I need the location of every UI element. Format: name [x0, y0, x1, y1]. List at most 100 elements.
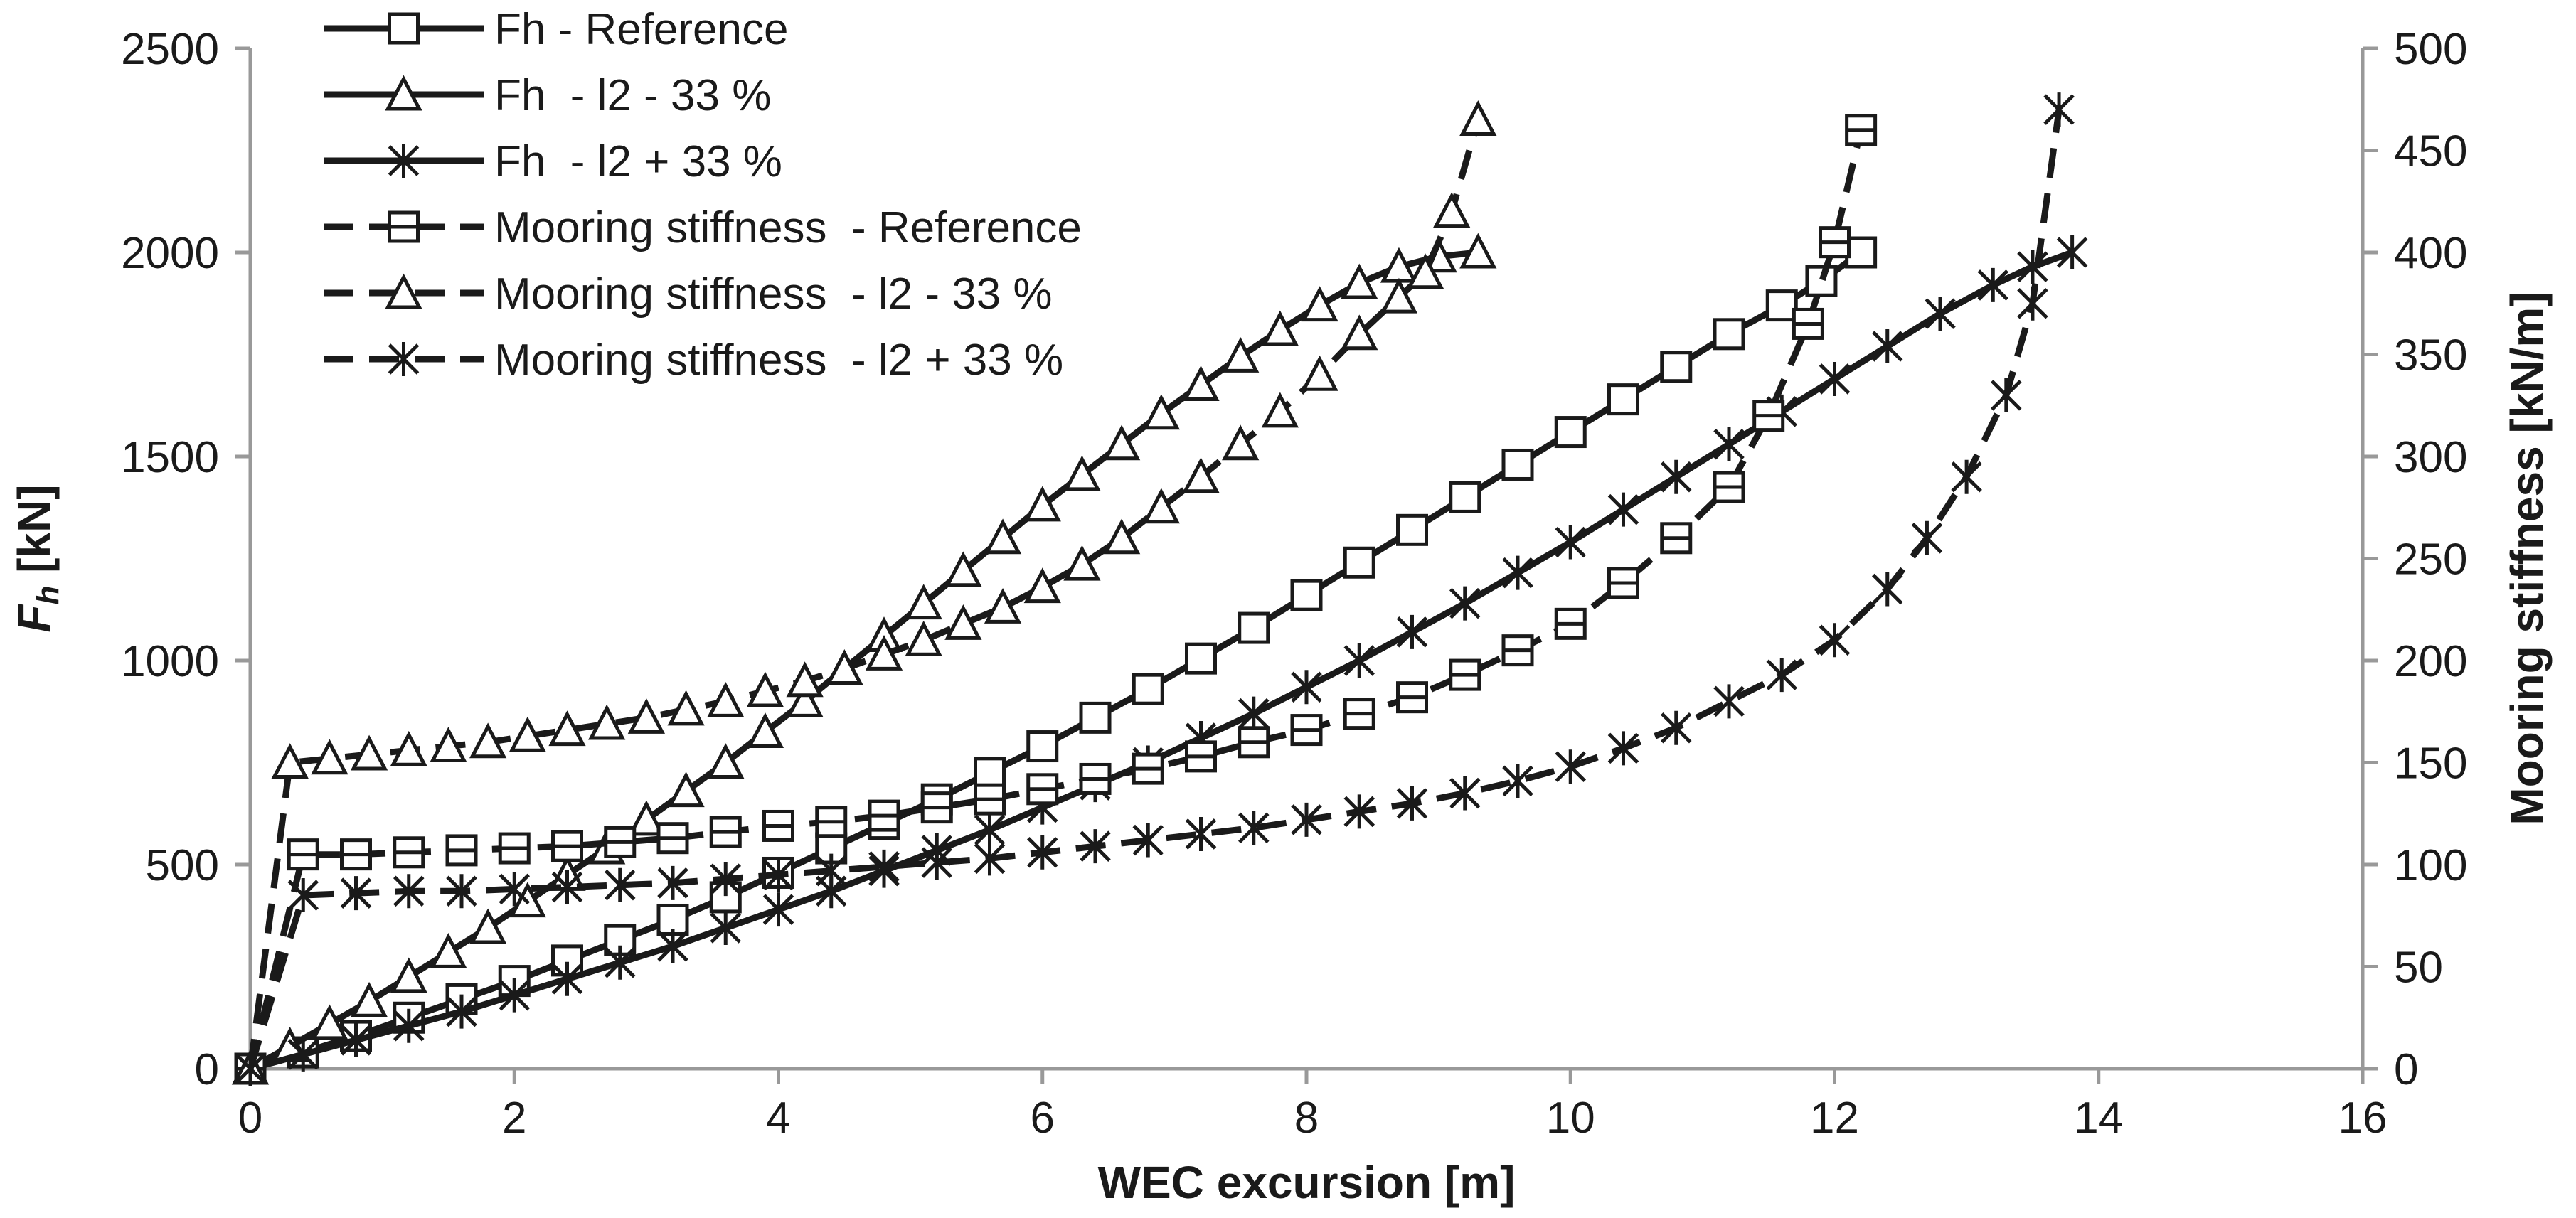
data-point	[604, 945, 636, 980]
data-point	[340, 1022, 372, 1057]
y-tick-label: 0	[195, 1045, 219, 1094]
legend-swatch-marker	[385, 75, 422, 111]
data-point	[1660, 459, 1692, 494]
data-point	[707, 743, 745, 779]
data-point	[1819, 361, 1851, 396]
data-point	[826, 649, 863, 685]
legend-swatch-marker	[388, 12, 420, 45]
data-point	[1459, 100, 1497, 136]
data-point	[1343, 794, 1375, 829]
data-point	[1063, 545, 1101, 581]
data-point	[1406, 253, 1444, 289]
data-point	[786, 682, 824, 717]
data-point	[667, 771, 705, 808]
data-point	[1819, 623, 1851, 658]
data-point	[1222, 336, 1260, 373]
data-point	[974, 813, 1006, 848]
legend-item: Fh - Reference	[324, 5, 789, 54]
data-point	[1102, 518, 1141, 555]
data-point	[1845, 236, 1878, 269]
data-point	[1102, 424, 1141, 461]
data-point	[1026, 730, 1059, 763]
data-point	[710, 862, 742, 897]
legend-label: Fh - l2 + 33 %	[494, 137, 782, 186]
data-point	[984, 518, 1022, 555]
data-point	[1238, 696, 1270, 731]
data-point	[1805, 265, 1838, 297]
data-point	[657, 929, 688, 963]
series-4	[231, 100, 1497, 1085]
data-point	[710, 910, 742, 945]
legend-item: Mooring stiffness - Reference	[324, 203, 1082, 252]
data-point	[944, 551, 982, 587]
y-axis-title-unit: [kN]	[9, 484, 60, 585]
legend-label: Fh - Reference	[494, 5, 789, 54]
data-point	[551, 961, 583, 996]
x-tick-label: 6	[1031, 1094, 1055, 1143]
data-point	[393, 1008, 425, 1043]
legend-label: Mooring stiffness - Reference	[494, 203, 1082, 252]
data-point	[1765, 289, 1798, 322]
data-point	[1261, 310, 1299, 346]
y2-tick-label: 450	[2394, 127, 2467, 176]
data-point	[604, 867, 636, 902]
data-point	[1607, 731, 1639, 766]
y-tick-label: 2000	[121, 229, 219, 278]
data-point	[350, 981, 388, 1017]
data-point	[1555, 749, 1587, 784]
data-point	[1080, 829, 1111, 864]
data-point	[1291, 670, 1322, 705]
data-point	[1079, 701, 1112, 734]
data-point	[921, 845, 953, 880]
data-point	[509, 716, 546, 752]
series-line	[247, 109, 2063, 1070]
data-point	[786, 661, 824, 698]
data-point	[1023, 567, 1061, 604]
y2-tick-label: 300	[2394, 433, 2467, 482]
y2-tick-label: 350	[2394, 331, 2467, 380]
data-point	[588, 704, 626, 740]
y2-axis-title: Mooring stiffness [kN/m]	[2501, 292, 2553, 825]
data-point	[1713, 318, 1745, 351]
data-point	[746, 671, 784, 707]
data-point	[469, 908, 507, 944]
data-point	[905, 584, 942, 620]
data-point	[1449, 776, 1481, 811]
data-point	[1261, 392, 1299, 428]
data-point	[1396, 614, 1428, 649]
x-axis-title: WEC excursion [m]	[1098, 1157, 1516, 1208]
y2-tick-label: 150	[2394, 739, 2467, 789]
data-point	[868, 849, 900, 884]
data-point	[1396, 786, 1428, 821]
data-point	[1380, 277, 1418, 314]
data-point	[1238, 611, 1270, 644]
data-point	[1660, 351, 1693, 383]
y2-tick-label: 0	[2394, 1045, 2418, 1094]
data-point	[1142, 488, 1180, 524]
data-point	[1713, 684, 1745, 719]
data-point	[446, 874, 477, 909]
data-point	[311, 739, 348, 775]
data-point	[390, 957, 427, 993]
series-3	[234, 114, 1878, 1085]
data-point	[430, 727, 467, 763]
data-point	[1063, 455, 1101, 491]
data-point	[1871, 329, 1903, 364]
data-point	[1222, 424, 1260, 461]
data-point	[350, 734, 388, 771]
x-tick-label: 10	[1546, 1094, 1595, 1143]
y-axis-title-main: F	[9, 604, 60, 633]
x-tick-label: 2	[502, 1094, 526, 1143]
data-point	[1238, 811, 1270, 845]
data-point	[1449, 481, 1481, 513]
data-point	[1185, 816, 1217, 851]
legend-item: Mooring stiffness - l2 - 33 %	[324, 269, 1053, 319]
data-point	[340, 876, 372, 911]
data-point	[393, 874, 425, 909]
legend: Fh - Reference Fh - l2 - 33 % Fh - l2 + 33…	[324, 5, 1082, 385]
data-point	[1142, 394, 1180, 430]
data-point	[1951, 459, 1982, 494]
data-point	[1911, 520, 1943, 555]
data-point	[1925, 297, 1956, 331]
data-point	[1301, 286, 1338, 322]
